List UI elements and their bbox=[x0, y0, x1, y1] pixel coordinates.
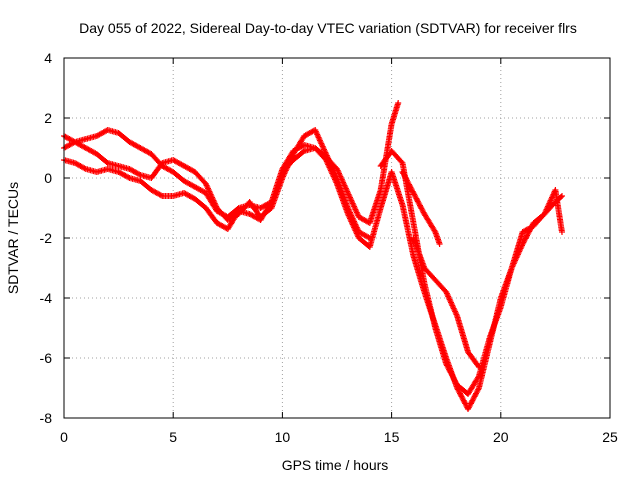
x-tick-label: 20 bbox=[493, 429, 509, 445]
data-point-markers bbox=[61, 100, 565, 412]
y-tick-label: -2 bbox=[40, 230, 53, 246]
x-tick-label: 25 bbox=[602, 429, 618, 445]
y-tick-label: 2 bbox=[44, 110, 52, 126]
x-tick-label: 5 bbox=[169, 429, 177, 445]
y-axis-label: SDTVAR / TECUs bbox=[5, 182, 21, 294]
x-axis-label: GPS time / hours bbox=[282, 457, 389, 473]
y-tick-label: -8 bbox=[40, 410, 53, 426]
chart-title: Day 055 of 2022, Sidereal Day-to-day VTE… bbox=[79, 20, 577, 36]
axis-ticks: 0 5 10 15 20 25 -8 -6 -4 -2 0 2 4 bbox=[40, 50, 618, 445]
y-tick-label: 4 bbox=[44, 50, 52, 66]
y-tick-label: -6 bbox=[40, 350, 53, 366]
x-tick-label: 10 bbox=[275, 429, 291, 445]
x-tick-label: 0 bbox=[60, 429, 68, 445]
plot-frame bbox=[63, 57, 611, 419]
y-tick-label: -4 bbox=[40, 290, 53, 306]
data-points bbox=[61, 100, 565, 412]
x-tick-label: 15 bbox=[384, 429, 400, 445]
y-tick-label: 0 bbox=[44, 170, 52, 186]
